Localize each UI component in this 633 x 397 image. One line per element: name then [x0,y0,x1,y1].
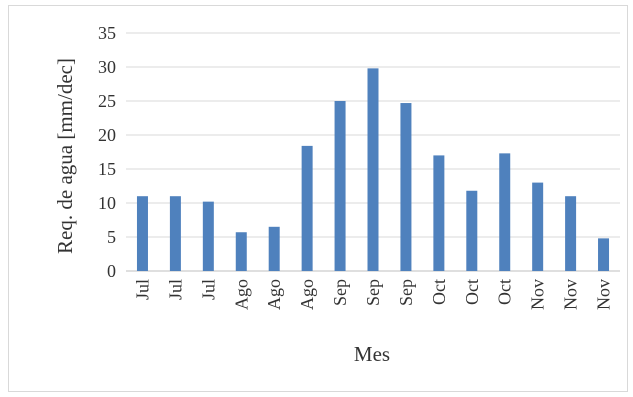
bar [598,238,610,271]
x-tick-label: Sep [330,279,350,306]
y-tick-label: 20 [98,125,116,145]
x-tick-label: Ago [264,279,284,310]
y-tick-labels: 0 5 10 15 20 25 30 35 [98,23,116,281]
x-tick-label: Oct [462,279,482,305]
bar [202,201,214,271]
x-tick-label: Nov [594,279,614,310]
bar [169,196,181,271]
bar [499,153,511,271]
x-axis-title: Mes [354,342,390,366]
chart-frame [8,5,628,392]
bar [334,101,346,271]
x-tick-label: Jul [132,279,152,300]
x-tick-label: Ago [297,279,317,310]
x-tick-label: Jul [198,279,218,300]
x-tick-label: Oct [495,279,515,305]
x-tick-label: Nov [561,279,581,310]
y-tick-label: 0 [107,261,116,281]
x-tick-label: Ago [231,279,251,310]
y-tick-label: 5 [107,227,116,247]
bar [136,196,148,271]
bar [400,103,412,271]
bar [466,190,478,271]
y-tick-label: 35 [98,23,116,43]
bar [235,232,247,271]
y-tick-label: 10 [98,193,116,213]
y-tick-label: 15 [98,159,116,179]
y-tick-label: 25 [98,91,116,111]
x-tick-label: Sep [363,279,383,306]
y-axis-title: Req. de agua [mm/dec] [53,58,77,254]
bar [268,226,280,271]
x-tick-label: Nov [528,279,548,310]
bar [301,145,313,271]
bar [367,68,379,271]
x-tick-labels: Jul Jul Jul Ago Ago Ago Sep Sep Sep Oct Oct Oct Nov N… [132,279,613,310]
bar [433,155,445,271]
bars [136,68,610,271]
bar [565,196,577,271]
x-tick-label: Sep [396,279,416,306]
bar [532,182,544,271]
x-tick-label: Jul [165,279,185,300]
x-tick-label: Oct [429,279,449,305]
y-tick-label: 30 [98,57,116,77]
